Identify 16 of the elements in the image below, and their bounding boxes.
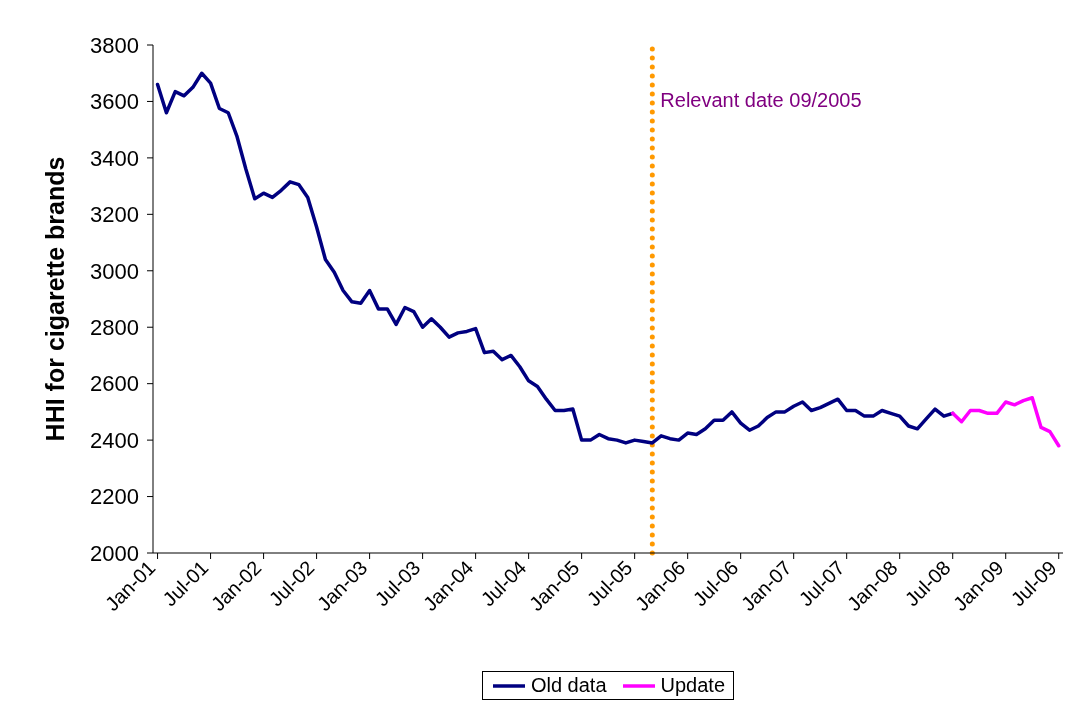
y-tick-label: 2400 [90, 427, 139, 453]
legend-label: Old data [530, 674, 607, 697]
line-series [950, 396, 1061, 448]
y-tick-label: 3200 [90, 202, 139, 228]
ref-line-label: Relevant date 09/2005 [660, 89, 862, 111]
line-series [155, 71, 955, 445]
y-axis-title: HHI for cigarette brands [41, 156, 69, 442]
y-tick-label: 3400 [90, 145, 139, 171]
y-tick-label: 2600 [90, 371, 139, 397]
legend-label: Update [660, 674, 726, 697]
y-tick-label: 2000 [90, 540, 139, 566]
y-tick-label: 2200 [90, 484, 139, 510]
y-tick-label: 2800 [90, 315, 139, 341]
y-tick-label: 3600 [90, 89, 139, 115]
y-tick-label: 3800 [90, 32, 139, 58]
y-tick-label: 3000 [90, 258, 139, 284]
